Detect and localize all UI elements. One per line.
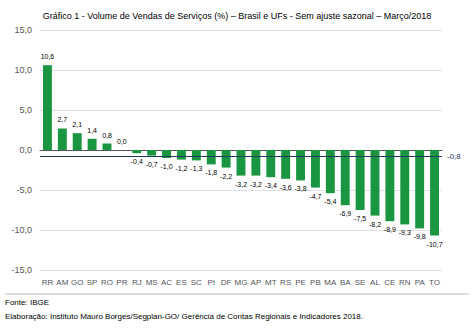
svg-text:-2,2: -2,2 xyxy=(220,173,232,180)
svg-text:RR: RR xyxy=(42,278,54,287)
svg-text:-6,9: -6,9 xyxy=(339,210,351,217)
svg-text:BA: BA xyxy=(340,278,351,287)
svg-text:-0,7: -0,7 xyxy=(146,161,158,168)
svg-text:PA: PA xyxy=(415,278,426,287)
svg-text:1,4: 1,4 xyxy=(87,127,97,134)
svg-text:10,6: 10,6 xyxy=(41,53,55,60)
svg-text:15,0: 15,0 xyxy=(14,25,32,35)
svg-text:-1,8: -1,8 xyxy=(205,169,217,176)
svg-text:-1,0: -1,0 xyxy=(161,163,173,170)
svg-text:10,0: 10,0 xyxy=(14,65,32,75)
svg-text:PR: PR xyxy=(116,278,127,287)
svg-text:MT: MT xyxy=(265,278,277,287)
svg-text:-3,6: -3,6 xyxy=(280,184,292,191)
svg-text:Elaboração: Instituto Mauro Bo: Elaboração: Instituto Mauro Borges/Segpl… xyxy=(5,312,363,321)
svg-text:RO: RO xyxy=(101,278,113,287)
svg-text:RS: RS xyxy=(280,278,291,287)
svg-text:AP: AP xyxy=(251,278,262,287)
svg-text:MA: MA xyxy=(324,278,337,287)
svg-text:0,0: 0,0 xyxy=(19,145,32,155)
svg-text:-8,2: -8,2 xyxy=(369,221,381,228)
svg-text:PE: PE xyxy=(295,278,306,287)
svg-text:-3,8: -3,8 xyxy=(295,185,307,192)
svg-text:2,1: 2,1 xyxy=(72,121,82,128)
svg-text:PB: PB xyxy=(310,278,321,287)
svg-text:-5,0: -5,0 xyxy=(16,185,32,195)
svg-text:-10,0: -10,0 xyxy=(11,225,32,235)
svg-text:AM: AM xyxy=(56,278,68,287)
svg-text:2,7: 2,7 xyxy=(57,116,67,123)
svg-text:-1,2: -1,2 xyxy=(175,165,187,172)
svg-text:-0,4: -0,4 xyxy=(131,158,143,165)
svg-text:Fonte: IBGE: Fonte: IBGE xyxy=(5,298,49,307)
svg-text:-10,7: -10,7 xyxy=(427,241,443,248)
svg-text:ES: ES xyxy=(176,278,187,287)
svg-text:-5,4: -5,4 xyxy=(324,198,336,205)
svg-text:-3,4: -3,4 xyxy=(265,182,277,189)
svg-text:-9,8: -9,8 xyxy=(414,233,426,240)
svg-text:AL: AL xyxy=(370,278,380,287)
svg-text:0,8: 0,8 xyxy=(102,132,112,139)
svg-text:RJ: RJ xyxy=(132,278,142,287)
svg-text:-3,2: -3,2 xyxy=(250,181,262,188)
svg-text:CE: CE xyxy=(384,278,395,287)
svg-text:AC: AC xyxy=(161,278,172,287)
svg-text:5,0: 5,0 xyxy=(19,105,32,115)
svg-text:-8,9: -8,9 xyxy=(384,226,396,233)
svg-text:-1,3: -1,3 xyxy=(190,165,202,172)
svg-text:-7,5: -7,5 xyxy=(354,215,366,222)
svg-text:TO: TO xyxy=(429,278,440,287)
svg-text:-3,2: -3,2 xyxy=(235,181,247,188)
svg-text:RN: RN xyxy=(399,278,411,287)
svg-text:SP: SP xyxy=(87,278,98,287)
svg-text:-15,0: -15,0 xyxy=(11,265,32,275)
svg-text:-0,8: -0,8 xyxy=(447,152,461,161)
svg-text:SE: SE xyxy=(355,278,366,287)
svg-text:-4,7: -4,7 xyxy=(309,193,321,200)
svg-text:Gráfico 1 - Volume de Vendas d: Gráfico 1 - Volume de Vendas de Serviços… xyxy=(43,11,432,21)
svg-text:DF: DF xyxy=(221,278,232,287)
svg-text:PI: PI xyxy=(207,278,215,287)
svg-text:-9,3: -9,3 xyxy=(399,229,411,236)
svg-text:SC: SC xyxy=(191,278,202,287)
svg-text:MS: MS xyxy=(146,278,158,287)
svg-text:GO: GO xyxy=(71,278,83,287)
svg-text:MG: MG xyxy=(235,278,248,287)
svg-text:0,0: 0,0 xyxy=(117,138,127,145)
